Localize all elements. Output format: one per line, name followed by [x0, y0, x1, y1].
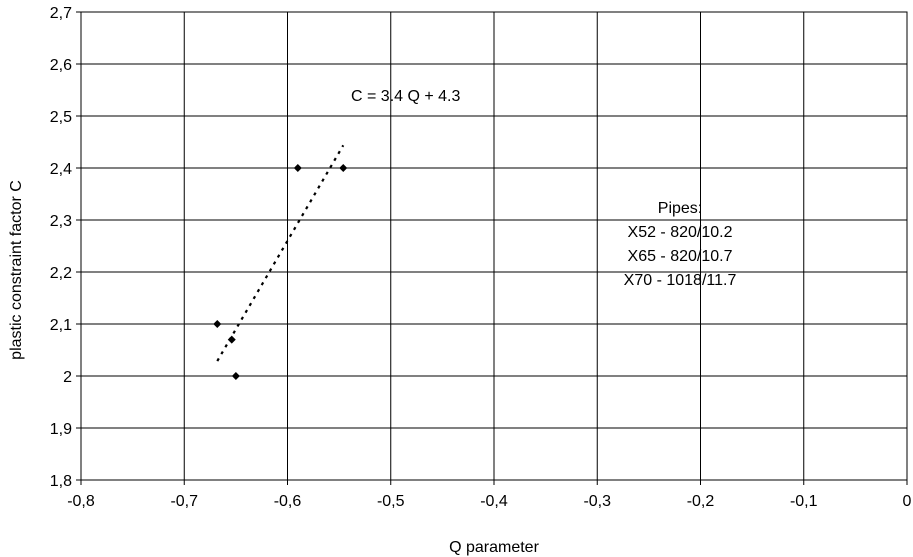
data-point	[227, 335, 236, 344]
y-tick-label: 2,1	[50, 317, 72, 334]
x-tick-label: -0,2	[687, 493, 715, 510]
y-axis-label: plastic constraint factor C	[8, 180, 25, 360]
pipes-annotation-line: Pipes:	[658, 200, 702, 217]
y-tick-label: 2,4	[50, 161, 72, 178]
y-tick-label: 2	[63, 369, 72, 386]
y-axis-ticks: 1,8 1,9 2 2,1 2,2 2,3 2,4 2,5 2,6 2,7	[50, 5, 81, 490]
pipes-annotation-line: X52 - 820/10.2	[628, 224, 733, 241]
x-tick-label: -0,5	[377, 493, 405, 510]
x-tick-label: -0,4	[480, 493, 508, 510]
pipes-annotation: Pipes: X52 - 820/10.2 X65 - 820/10.7 X70 - …	[624, 200, 737, 289]
y-tick-label: 2,5	[50, 109, 72, 126]
x-axis-label: Q parameter	[449, 539, 539, 556]
y-tick-label: 2,7	[50, 5, 72, 22]
x-tick-label: -0,3	[583, 493, 611, 510]
x-tick-label: -0,7	[170, 493, 198, 510]
grid	[80, 11, 908, 481]
data-point	[293, 164, 302, 172]
y-tick-label: 2,3	[50, 213, 72, 230]
data-point	[339, 164, 348, 172]
trendline	[216, 144, 345, 362]
y-tick-label: 1,8	[50, 473, 72, 490]
x-axis-ticks: -0,8 -0,7 -0,6 -0,5 -0,4 -0,3 -0,2 -0,1 0	[67, 480, 912, 510]
pipes-annotation-line: X65 - 820/10.7	[628, 248, 733, 265]
x-tick-label: 0	[903, 493, 912, 510]
data-point	[231, 372, 240, 380]
x-tick-label: -0,1	[790, 493, 818, 510]
y-tick-label: 1,9	[50, 421, 72, 438]
data-points	[213, 164, 348, 380]
x-tick-label: -0,6	[274, 493, 302, 510]
x-tick-label: -0,8	[67, 493, 95, 510]
y-tick-label: 2,2	[50, 265, 72, 282]
pipes-annotation-line: X70 - 1018/11.7	[624, 272, 737, 289]
trendline-equation: C = 3.4 Q + 4.3	[351, 88, 461, 105]
y-tick-label: 2,6	[50, 57, 72, 74]
data-point	[213, 320, 222, 328]
